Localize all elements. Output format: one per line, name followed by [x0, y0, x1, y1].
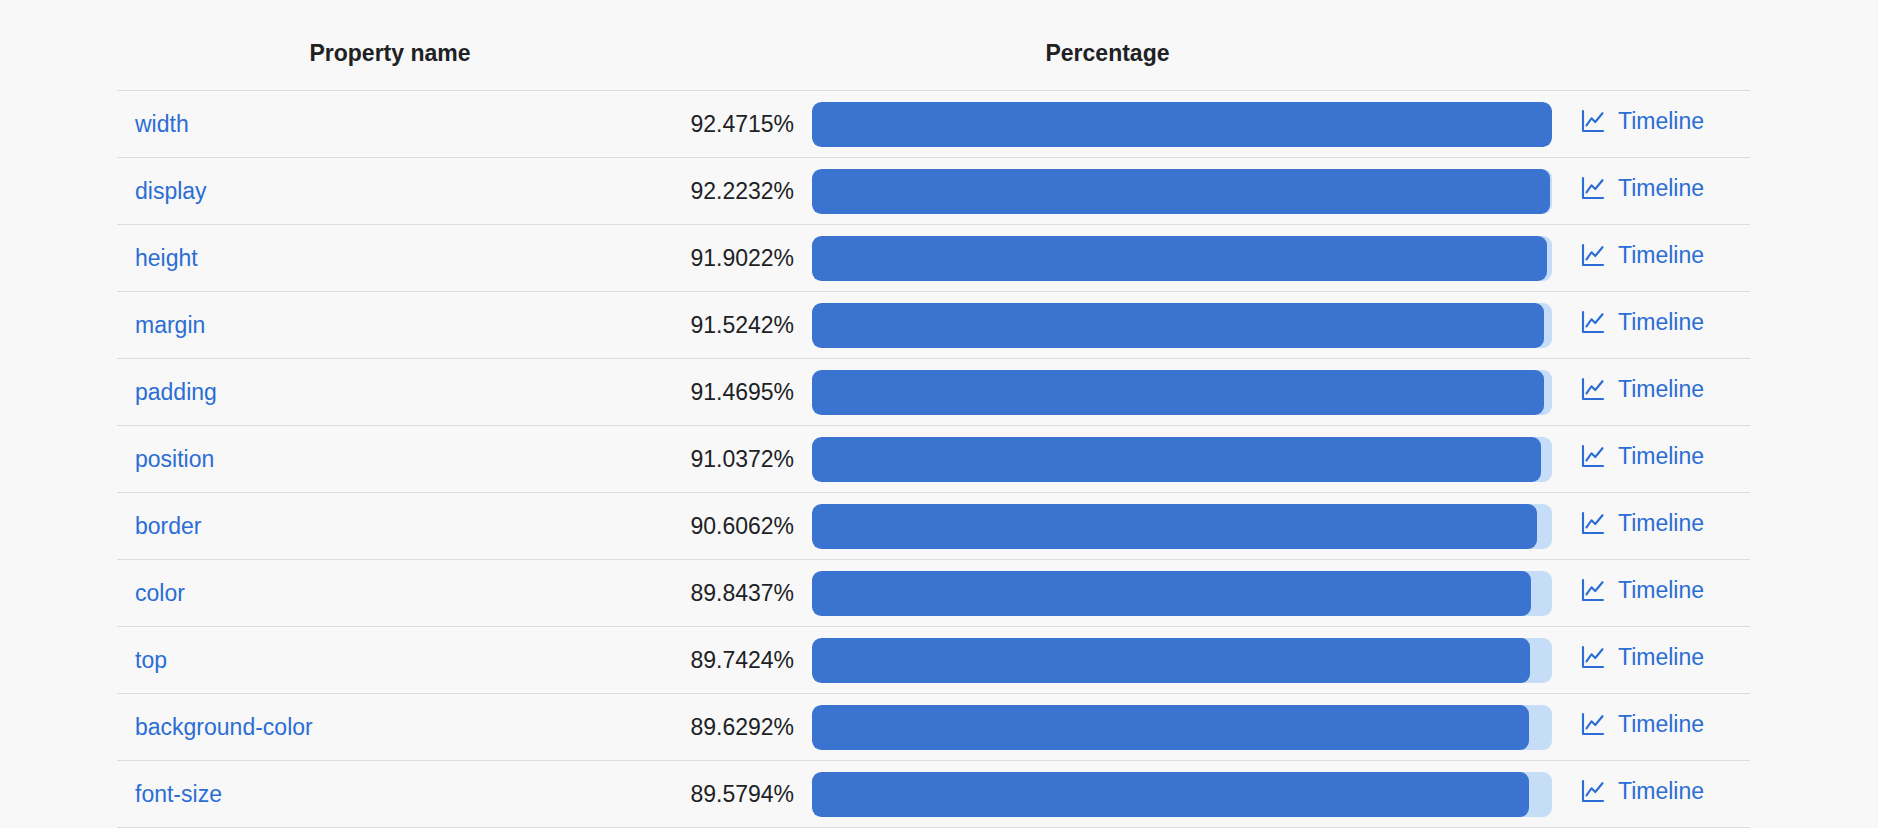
- table-row: display 92.2232% Timeline: [117, 158, 1750, 225]
- timeline-link-label: Timeline: [1618, 309, 1704, 336]
- timeline-link-label: Timeline: [1618, 175, 1704, 202]
- percentage-bar-fill: [812, 169, 1550, 214]
- percentage-value: 89.6292%: [663, 714, 794, 741]
- line-chart-icon: [1578, 173, 1608, 203]
- property-link[interactable]: padding: [135, 379, 217, 405]
- percentage-value: 89.8437%: [663, 580, 794, 607]
- percentage-value: 89.7424%: [663, 647, 794, 674]
- percentage-bar-track: [812, 638, 1552, 683]
- timeline-link[interactable]: Timeline: [1578, 642, 1704, 672]
- percentage-bar-track: [812, 102, 1552, 147]
- percentage-value: 92.2232%: [663, 178, 794, 205]
- table-header-row: Property name Percentage: [117, 0, 1750, 91]
- table-row: background-color 89.6292% Timeline: [117, 694, 1750, 761]
- timeline-link[interactable]: Timeline: [1578, 374, 1704, 404]
- timeline-link[interactable]: Timeline: [1578, 240, 1704, 270]
- property-link[interactable]: font-size: [135, 781, 222, 807]
- timeline-link-label: Timeline: [1618, 443, 1704, 470]
- timeline-link-label: Timeline: [1618, 242, 1704, 269]
- percentage-bar-track: [812, 772, 1552, 817]
- property-link[interactable]: top: [135, 647, 167, 673]
- line-chart-icon: [1578, 508, 1608, 538]
- timeline-link-label: Timeline: [1618, 644, 1704, 671]
- percentage-bar-fill: [812, 638, 1530, 683]
- percentage-bar-fill: [812, 437, 1541, 482]
- percentage-bar-track: [812, 571, 1552, 616]
- percentage-bar-fill: [812, 772, 1529, 817]
- percentage-bar-track: [812, 303, 1552, 348]
- line-chart-icon: [1578, 441, 1608, 471]
- css-property-usage-table: Property name Percentage width 92.4715% …: [117, 0, 1750, 828]
- header-percentage: Percentage: [663, 40, 1552, 67]
- table-row: color 89.8437% Timeline: [117, 560, 1750, 627]
- percentage-bar-fill: [812, 504, 1537, 549]
- percentage-bar-fill: [812, 571, 1531, 616]
- line-chart-icon: [1578, 106, 1608, 136]
- timeline-link-label: Timeline: [1618, 108, 1704, 135]
- percentage-bar-track: [812, 437, 1552, 482]
- timeline-link[interactable]: Timeline: [1578, 508, 1704, 538]
- table-row: padding 91.4695% Timeline: [117, 359, 1750, 426]
- property-link[interactable]: color: [135, 580, 185, 606]
- timeline-link-label: Timeline: [1618, 577, 1704, 604]
- percentage-bar-fill: [812, 370, 1544, 415]
- percentage-value: 91.9022%: [663, 245, 794, 272]
- timeline-link[interactable]: Timeline: [1578, 709, 1704, 739]
- line-chart-icon: [1578, 307, 1608, 337]
- percentage-value: 89.5794%: [663, 781, 794, 808]
- percentage-bar-track: [812, 504, 1552, 549]
- property-link[interactable]: background-color: [135, 714, 313, 740]
- percentage-bar-track: [812, 236, 1552, 281]
- table-row: height 91.9022% Timeline: [117, 225, 1750, 292]
- percentage-value: 91.0372%: [663, 446, 794, 473]
- property-link[interactable]: border: [135, 513, 201, 539]
- percentage-bar-fill: [812, 236, 1547, 281]
- percentage-bar-track: [812, 705, 1552, 750]
- timeline-link[interactable]: Timeline: [1578, 441, 1704, 471]
- timeline-link[interactable]: Timeline: [1578, 307, 1704, 337]
- property-link[interactable]: width: [135, 111, 189, 137]
- percentage-bar-fill: [812, 102, 1552, 147]
- line-chart-icon: [1578, 575, 1608, 605]
- percentage-value: 91.5242%: [663, 312, 794, 339]
- percentage-value: 92.4715%: [663, 111, 794, 138]
- header-property-name: Property name: [117, 40, 663, 67]
- line-chart-icon: [1578, 776, 1608, 806]
- property-link[interactable]: display: [135, 178, 207, 204]
- percentage-value: 91.4695%: [663, 379, 794, 406]
- timeline-link[interactable]: Timeline: [1578, 575, 1704, 605]
- timeline-link[interactable]: Timeline: [1578, 173, 1704, 203]
- property-link[interactable]: position: [135, 446, 214, 472]
- table-row: position 91.0372% Timeline: [117, 426, 1750, 493]
- timeline-link[interactable]: Timeline: [1578, 106, 1704, 136]
- table-row: margin 91.5242% Timeline: [117, 292, 1750, 359]
- percentage-bar-fill: [812, 303, 1544, 348]
- percentage-bar-track: [812, 370, 1552, 415]
- table-row: border 90.6062% Timeline: [117, 493, 1750, 560]
- table-row: width 92.4715% Timeline: [117, 91, 1750, 158]
- timeline-link-label: Timeline: [1618, 711, 1704, 738]
- property-link[interactable]: height: [135, 245, 198, 271]
- percentage-value: 90.6062%: [663, 513, 794, 540]
- table-row: top 89.7424% Timeline: [117, 627, 1750, 694]
- percentage-bar-track: [812, 169, 1552, 214]
- line-chart-icon: [1578, 240, 1608, 270]
- table-row: font-size 89.5794% Timeline: [117, 761, 1750, 828]
- line-chart-icon: [1578, 709, 1608, 739]
- line-chart-icon: [1578, 642, 1608, 672]
- timeline-link-label: Timeline: [1618, 376, 1704, 403]
- percentage-bar-fill: [812, 705, 1529, 750]
- timeline-link[interactable]: Timeline: [1578, 776, 1704, 806]
- timeline-link-label: Timeline: [1618, 510, 1704, 537]
- property-link[interactable]: margin: [135, 312, 205, 338]
- line-chart-icon: [1578, 374, 1608, 404]
- timeline-link-label: Timeline: [1618, 778, 1704, 805]
